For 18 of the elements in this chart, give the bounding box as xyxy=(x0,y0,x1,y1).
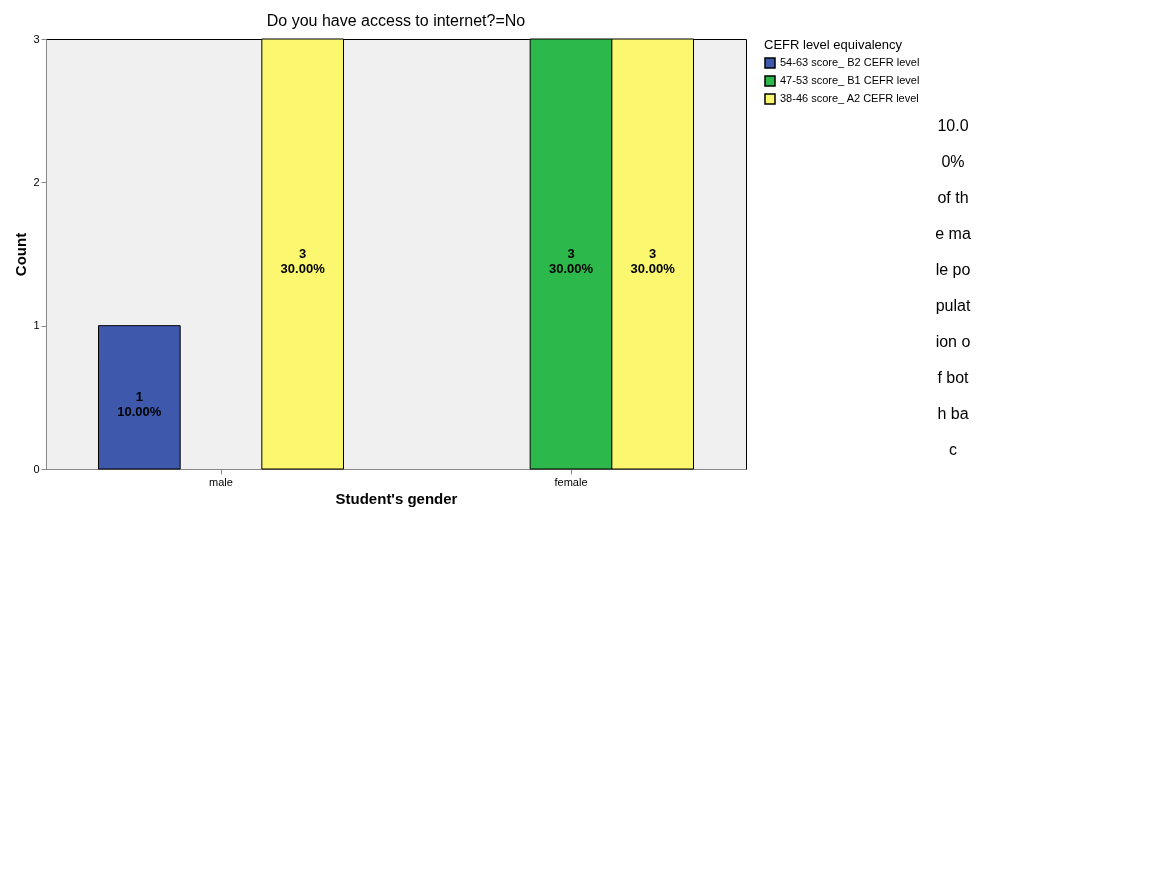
y-tick-label: 1 xyxy=(33,319,40,332)
data-label: 1 10.00% xyxy=(117,389,162,420)
x-tick-label: male xyxy=(209,475,233,488)
data-label: 3 30.00% xyxy=(280,246,326,276)
y-tick-label: 2 xyxy=(33,175,40,188)
text: 10.00% of the male population of both bac xyxy=(935,117,971,458)
legend-title: CEFR level equivalency xyxy=(764,37,903,52)
data-label: 3 30.00% xyxy=(630,246,676,276)
x-tick-label: female xyxy=(554,475,588,488)
y-axis-title: Count xyxy=(12,232,30,277)
data-label: 3 30.00% xyxy=(548,246,594,276)
legend-label: 38-46 score_ A2 CEFR level xyxy=(780,92,919,104)
legend-label: 47-53 score_ B1 CEFR level xyxy=(780,74,920,86)
x-axis-title: Student's gender xyxy=(335,489,458,507)
chart-title: Do you have access to internet?=No xyxy=(266,12,526,29)
y-tick-label: 3 xyxy=(33,32,40,45)
y-tick-label: 0 xyxy=(33,462,40,475)
legend-label: 54-63 score_ B2 CEFR level xyxy=(780,56,920,68)
